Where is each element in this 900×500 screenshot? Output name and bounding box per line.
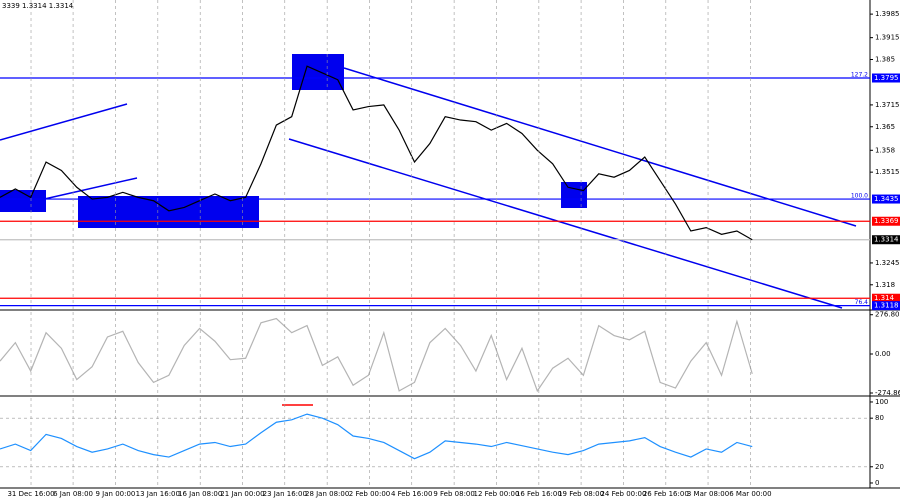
level-value: 1.314 xyxy=(874,294,895,302)
y-tick-label: 100 xyxy=(875,398,888,406)
chart-title: 3339 1.3314 1.3314 xyxy=(2,2,74,10)
x-tick-label: 2 Feb 00:00 xyxy=(349,490,390,498)
level-label: 76.4 xyxy=(855,299,869,306)
y-tick-label: -274.865 xyxy=(875,389,900,397)
level-value: 1.3795 xyxy=(874,74,899,82)
x-tick-label: 9 Feb 08:00 xyxy=(433,490,474,498)
y-tick-label: 0 xyxy=(875,479,879,487)
x-tick-label: 19 Feb 08:00 xyxy=(558,490,604,498)
level-value: 1.3369 xyxy=(874,217,899,225)
level-label: 100.0 xyxy=(851,193,868,200)
series-line xyxy=(0,65,753,241)
level-tag xyxy=(872,301,900,311)
level-value: 1.3314 xyxy=(874,236,899,244)
y-tick-label: 1.3245 xyxy=(875,259,900,267)
trend-line xyxy=(39,177,138,201)
zone xyxy=(561,182,587,208)
x-tick-label: 28 Jan 08:00 xyxy=(305,490,349,498)
zone xyxy=(292,54,344,90)
x-tick-label: 13 Jan 16:00 xyxy=(136,490,180,498)
zone xyxy=(78,196,259,228)
channel-line xyxy=(343,67,857,227)
y-tick-label: 1.358 xyxy=(875,146,895,154)
y-tick-label: 276.8074 xyxy=(875,311,900,319)
x-tick-label: 9 Jan 00:00 xyxy=(96,490,136,498)
x-tick-label: 4 Feb 16:00 xyxy=(391,490,432,498)
y-tick-label: 1.385 xyxy=(875,56,895,64)
trend-line xyxy=(0,103,128,141)
level-tag xyxy=(872,293,900,303)
y-tick-label: 1.3715 xyxy=(875,101,900,109)
x-tick-label: 24 Feb 00:00 xyxy=(600,490,646,498)
y-tick-label: 20 xyxy=(875,463,884,471)
level-value: 1.3435 xyxy=(874,195,899,203)
x-tick-label: 3 Mar 08:00 xyxy=(687,490,729,498)
x-tick-label: 6 Jan 08:00 xyxy=(53,490,93,498)
x-tick-label: 16 Feb 16:00 xyxy=(516,490,562,498)
level-tag xyxy=(872,235,900,245)
level-tag xyxy=(872,73,900,83)
y-tick-label: 1.3915 xyxy=(875,34,900,42)
x-tick-label: 16 Jan 08:00 xyxy=(178,490,222,498)
x-tick-label: 23 Jan 16:00 xyxy=(263,490,307,498)
y-tick-label: 0.00 xyxy=(875,350,891,358)
y-tick-label: 1.365 xyxy=(875,123,895,131)
x-tick-label: 31 Dec 16:00 xyxy=(7,490,54,498)
level-tag xyxy=(872,194,900,204)
x-tick-label: 12 Feb 00:00 xyxy=(474,490,520,498)
y-tick-label: 1.3515 xyxy=(875,168,900,176)
channel-line xyxy=(288,138,843,309)
zone xyxy=(0,190,46,212)
level-tag xyxy=(872,216,900,226)
y-tick-label: 1.318 xyxy=(875,281,895,289)
x-tick-label: 26 Feb 16:00 xyxy=(643,490,689,498)
level-value: 1.3118 xyxy=(874,302,899,310)
series-line xyxy=(0,317,753,393)
series-line xyxy=(0,413,753,460)
x-tick-label: 21 Jan 00:00 xyxy=(220,490,264,498)
level-label: 127.2 xyxy=(851,72,868,79)
y-tick-label: 80 xyxy=(875,414,884,422)
x-tick-label: 6 Mar 00:00 xyxy=(729,490,771,498)
annotations xyxy=(0,54,857,406)
y-tick-label: 1.3985 xyxy=(875,10,900,18)
